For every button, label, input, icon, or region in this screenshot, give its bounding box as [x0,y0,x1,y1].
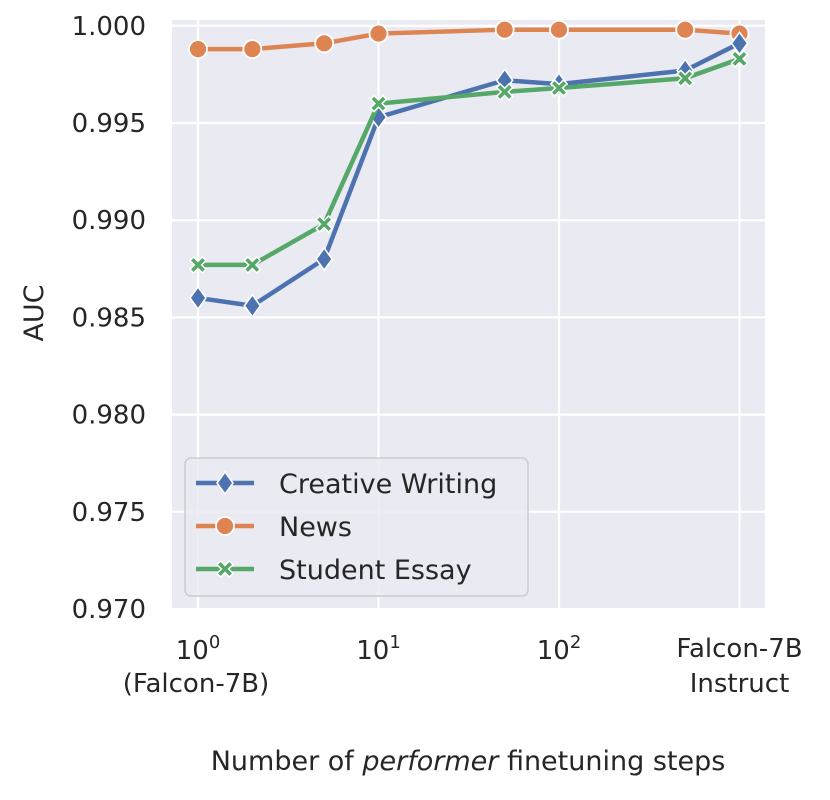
series-1-point-4 [494,19,515,40]
y-tick-label-4: 0.990 [72,206,146,236]
series-1-point-2 [314,33,335,54]
x-tick-sublabel-0: (Falcon-7B) [123,669,269,699]
x-axis-title-emphasis: performer [361,746,500,777]
series-2-point-2 [315,215,334,234]
series-1-point-5 [549,19,569,40]
y-tick-label-5: 0.995 [72,109,146,139]
x-tick-label-2: 102 [537,632,582,666]
series-2-point-0 [188,255,208,274]
series-2-point-4 [495,82,514,101]
y-axis-title: AUC [19,284,50,341]
x-tick-label-3: Falcon-7B [676,634,802,664]
legend-box [184,457,529,597]
series-1-point-1 [242,39,263,60]
x-tick-base-0: 10 [176,636,209,666]
series-0-point-0 [189,285,207,311]
series-2 [188,49,749,274]
x-axis-title-prefix: Number of [211,746,363,777]
series-2-point-6 [676,69,695,88]
series-layer [188,19,750,319]
y-tick-label-1: 0.975 [72,498,146,528]
x-tick-base-1: 10 [356,636,389,666]
x-tick-label-0: 100 [176,632,221,666]
series-2-point-7 [730,49,749,68]
legend-marker-0 [216,470,234,496]
legend-label-1: News [279,512,352,543]
x-axis-title-suffix: finetuning steps [498,746,725,777]
y-tick-labels: 0.970 0.975 0.980 0.985 0.990 0.995 1.000 [72,12,146,625]
series-0-point-2 [315,246,334,272]
series-2-point-1 [243,255,262,274]
legend-marker-1 [215,516,235,536]
y-tick-label-0: 0.970 [72,595,146,625]
x-tick-exponent-1: 1 [389,632,400,653]
x-tick-label-1: 101 [356,632,401,666]
legend-marker-2 [215,559,235,579]
series-0-point-1 [243,293,262,319]
legend-label-0: Creative Writing [279,469,497,500]
series-1-point-3 [368,23,389,44]
x-tick-sublabel-3: Instruct [690,669,790,699]
series-1-point-6 [675,19,696,40]
x-tick-base-2: 10 [537,636,570,666]
series-2-point-3 [369,94,388,113]
y-tick-label-6: 1.000 [72,12,146,42]
series-line-2 [195,56,742,268]
legend: Creative Writing News Student Essay [184,457,529,597]
x-tick-exponent-0: 0 [209,632,220,653]
y-tick-label-3: 0.985 [72,303,146,333]
series-1-point-0 [188,39,208,60]
series-line-1 [195,27,742,52]
series-2-point-5 [549,78,569,98]
legend-label-2: Student Essay [279,555,472,586]
x-tick-exponent-2: 2 [570,632,581,653]
y-tick-label-2: 0.980 [72,401,146,431]
x-axis-title: Number of performer finetuning steps [211,746,726,777]
